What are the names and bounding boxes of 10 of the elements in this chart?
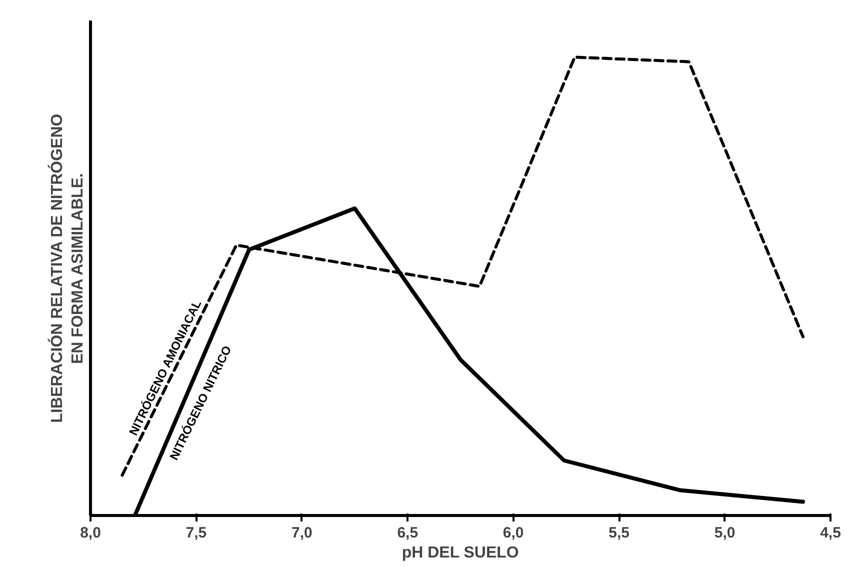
x-tick-label: 6,5 xyxy=(397,524,418,542)
x-tick-label: 4,5 xyxy=(820,524,841,542)
y-axis-title: LIBERACIÓN RELATIVA DE NITRÓGENO EN FORMA ASIMILABLE. xyxy=(47,114,86,423)
x-tick-label: 7,0 xyxy=(292,524,312,542)
x-tick-label: 5,5 xyxy=(608,524,630,542)
x-tick-label: 7,5 xyxy=(186,524,207,542)
x-tick-label: 5,0 xyxy=(714,524,736,542)
x-tick-label: 8,0 xyxy=(80,524,101,542)
x-tick-label: 6,0 xyxy=(502,524,524,542)
x-axis-title: pH DEL SUELO xyxy=(402,544,519,562)
